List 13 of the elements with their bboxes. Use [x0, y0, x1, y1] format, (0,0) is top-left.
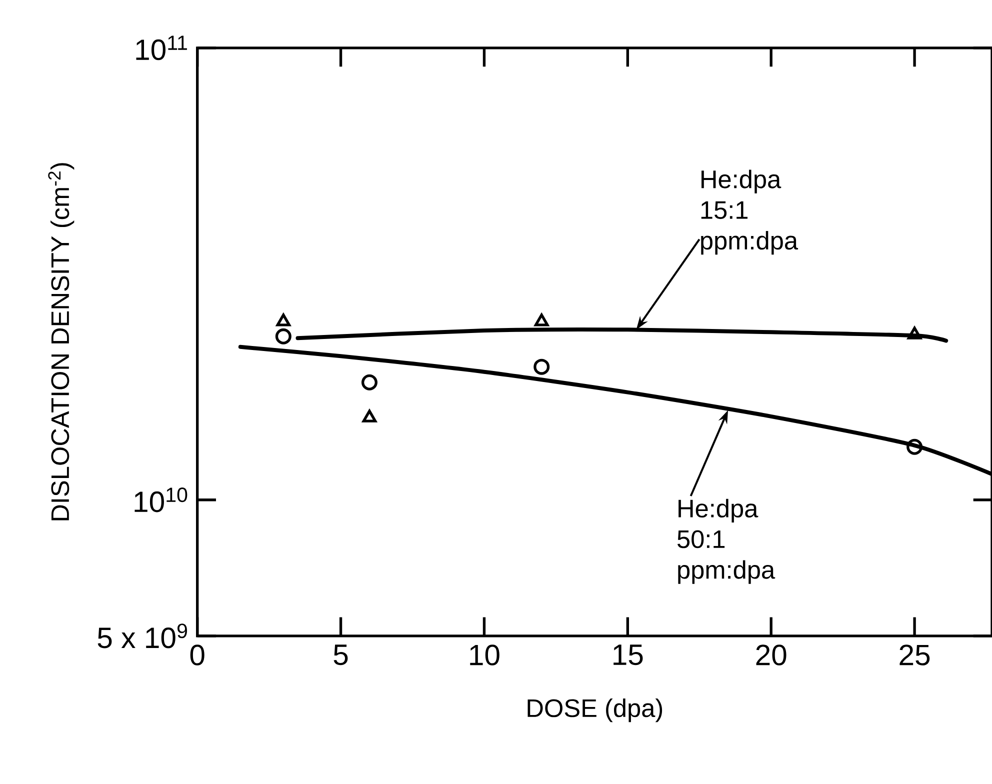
x-tick-label: 0 [190, 644, 204, 666]
x-tick-label: 25 [900, 644, 930, 666]
annotation: He:dpa 50:1 ppm:dpa [678, 498, 776, 584]
y-tick-label: 10$^{10}$ [134, 488, 188, 512]
y-axis-title: DISLOCATION DENSITY (cm$^{-2}$) [48, 163, 74, 520]
x-tick-label: 5 [334, 644, 348, 666]
y-tick-label: 5 x 10$^{9}$ [98, 624, 187, 648]
x-tick-label: 20 [756, 644, 786, 666]
y-tick-label: 10$^{11}$ [136, 36, 187, 60]
x-axis-title: DOSE (dpa) [528, 698, 662, 722]
annotation: He:dpa 15:1 ppm:dpa [701, 170, 798, 255]
x-tick-label: 15 [614, 644, 643, 666]
x-tick-label: 10 [470, 644, 500, 666]
